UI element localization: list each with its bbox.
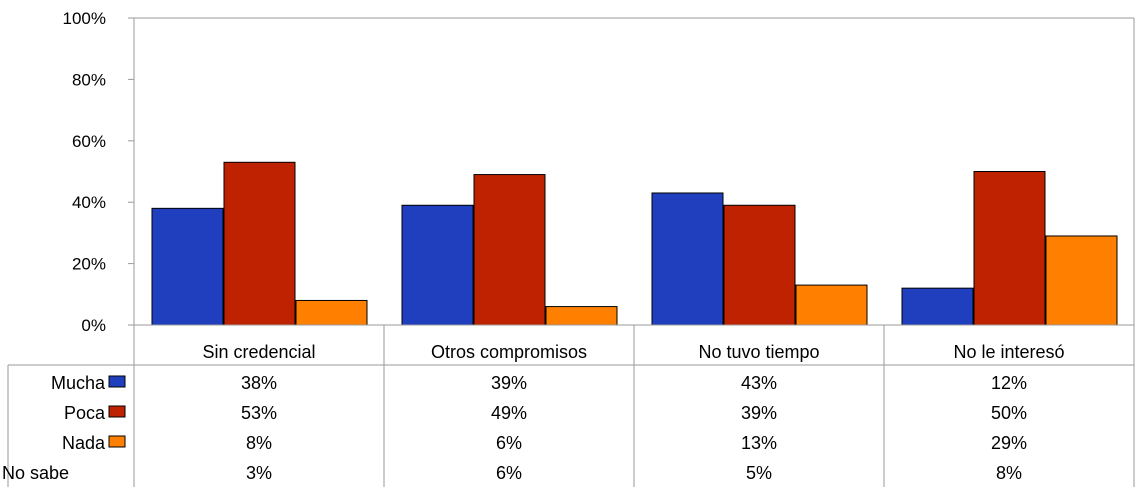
- table-cell: 8%: [246, 433, 272, 453]
- bar-poca-1: [223, 161, 296, 326]
- bar-nada-2: [545, 306, 618, 326]
- table-cell: 6%: [496, 463, 522, 483]
- bar-mucha-4: [901, 287, 974, 326]
- y-tick-label: 100%: [63, 9, 106, 28]
- bar-poca-2: [473, 174, 546, 326]
- table-cell: 49%: [491, 403, 527, 423]
- legend-key-nada: [108, 435, 126, 448]
- row-label-mucha: Mucha: [51, 373, 106, 393]
- bar-nada-1: [295, 299, 368, 326]
- table-cell: 50%: [991, 403, 1027, 423]
- bar-mucha-1: [151, 207, 224, 326]
- legend-key-poca: [108, 405, 126, 418]
- category-label: No tuvo tiempo: [698, 342, 819, 362]
- bar-mucha-3: [651, 192, 724, 326]
- category-label: Sin credencial: [202, 342, 315, 362]
- table-cell: 29%: [991, 433, 1027, 453]
- y-tick-label: 0%: [81, 316, 106, 335]
- y-tick-label: 40%: [72, 193, 106, 212]
- table-cell: 38%: [241, 373, 277, 393]
- bar-poca-3: [723, 204, 796, 326]
- bar-mucha-2: [401, 204, 474, 326]
- bar-nada-3: [795, 284, 868, 326]
- table-cell: 8%: [996, 463, 1022, 483]
- table-cell: 3%: [246, 463, 272, 483]
- table-cell: 39%: [741, 403, 777, 423]
- y-tick-label: 20%: [72, 255, 106, 274]
- table-cell: 53%: [241, 403, 277, 423]
- table-cell: 43%: [741, 373, 777, 393]
- row-label-nada: Nada: [62, 433, 106, 453]
- table-cell: 12%: [991, 373, 1027, 393]
- table-cell: 13%: [741, 433, 777, 453]
- row-label-no-sabe: No sabe: [2, 463, 69, 483]
- table-cell: 5%: [746, 463, 772, 483]
- table-cell: 6%: [496, 433, 522, 453]
- row-label-poca: Poca: [64, 403, 106, 423]
- legend-key-mucha: [108, 375, 126, 388]
- table-cell: 39%: [491, 373, 527, 393]
- y-tick-label: 80%: [72, 70, 106, 89]
- bar-nada-4: [1045, 235, 1118, 326]
- category-label: Otros compromisos: [431, 342, 587, 362]
- y-tick-label: 60%: [72, 132, 106, 151]
- category-label: No le interesó: [953, 342, 1064, 362]
- bar-poca-4: [973, 171, 1046, 326]
